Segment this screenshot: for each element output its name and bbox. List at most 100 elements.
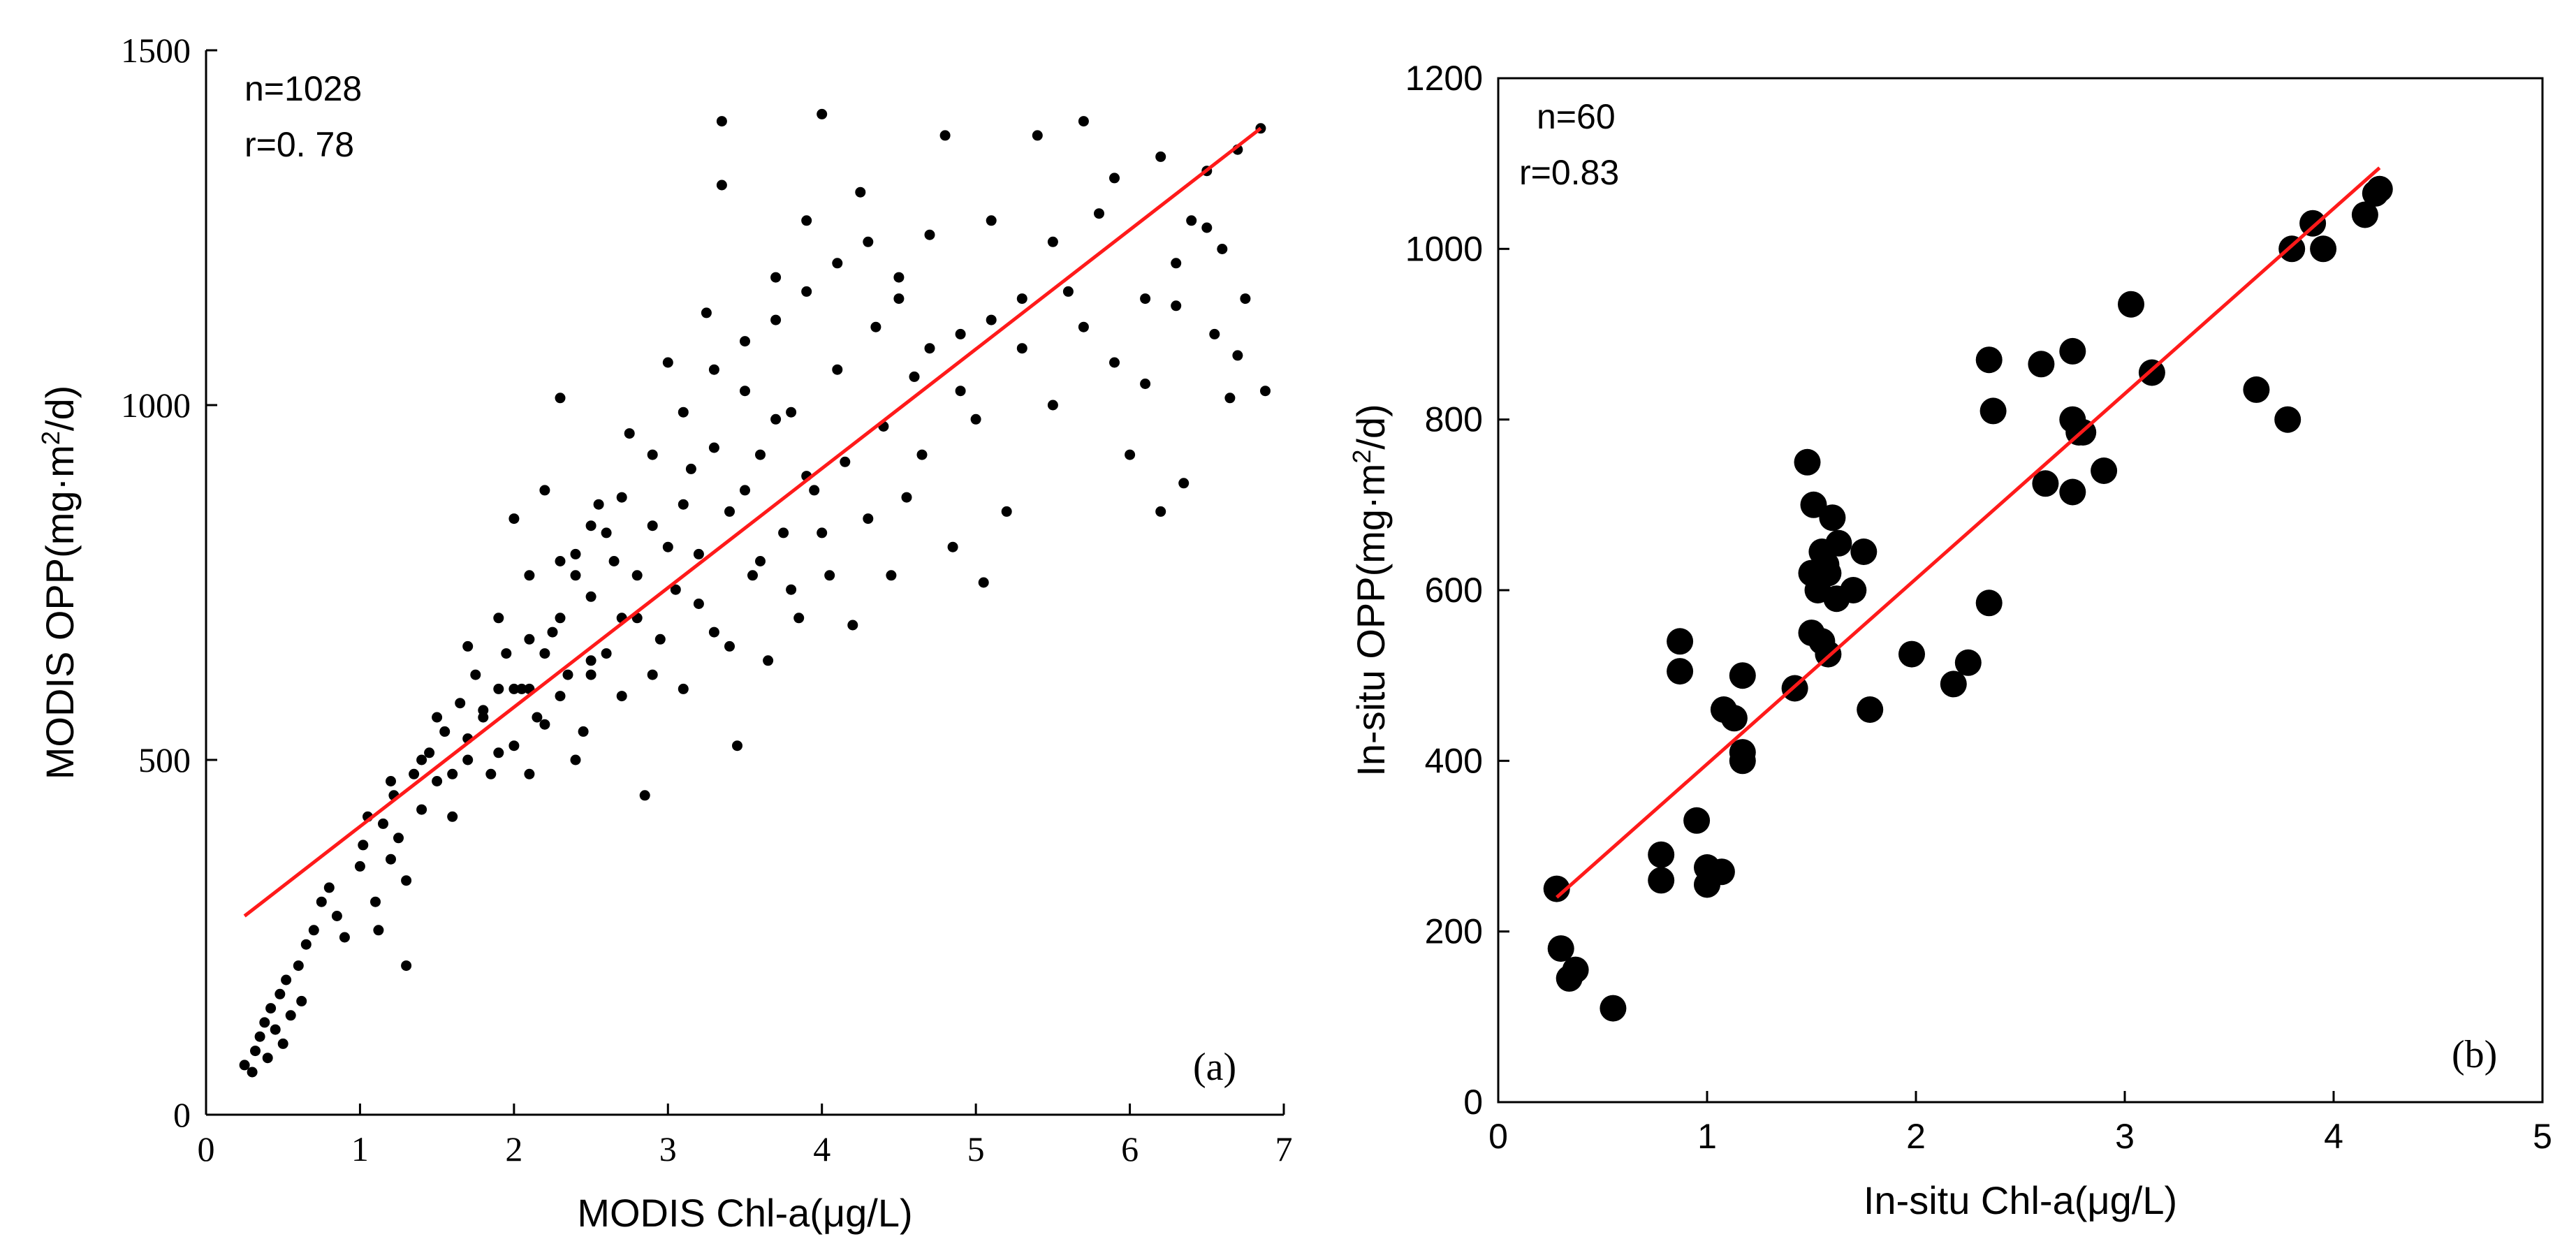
panel-a-point-52	[562, 669, 573, 680]
panel-a-point-145	[770, 413, 782, 425]
panel-a-point-151	[478, 705, 489, 716]
panel-a-point-62	[639, 790, 650, 801]
panel-a-point-148	[817, 527, 828, 538]
panel-a-point-104	[978, 577, 989, 588]
panel-b-y-tick-label: 400	[1425, 741, 1483, 780]
panel-b-point-42	[2032, 470, 2059, 497]
panel-a-point-177	[924, 343, 935, 354]
panel-a-point-114	[1125, 449, 1136, 460]
panel-a-point-56	[593, 499, 604, 510]
panel-a-point-102	[955, 328, 966, 339]
panel-a-point-36	[447, 811, 458, 822]
panel-b-y-tick-label: 200	[1425, 912, 1483, 951]
panel-b-point-37	[1954, 649, 1982, 676]
panel-b-x-tick-label: 3	[2115, 1117, 2135, 1156]
panel-a-point-103	[970, 413, 981, 425]
panel-a-point-113	[1109, 357, 1120, 368]
panel-a-point-161	[432, 712, 443, 723]
panel-a-point-169	[678, 406, 689, 418]
panel-a-regression-line	[243, 126, 1262, 918]
panel-a-point-187	[1232, 350, 1243, 361]
panel-a-point-97	[909, 371, 920, 382]
panel-a-point-10	[281, 974, 292, 985]
panel-a-x-tick-label: 1	[351, 1129, 369, 1168]
panel-b-point-48	[2091, 457, 2118, 484]
panel-a-point-88	[840, 456, 851, 467]
panel-a-point-171	[740, 336, 750, 347]
panel-a-point-154	[524, 768, 535, 779]
panel-a-point-122	[1209, 328, 1220, 339]
panel-a-point-138	[662, 541, 673, 552]
panel-a-point-157	[570, 754, 581, 765]
panel-a-point-79	[770, 272, 782, 283]
panel-a-point-98	[916, 449, 928, 460]
panel-a-point-26	[386, 853, 396, 865]
panel-a-point-35	[439, 726, 451, 737]
panel-a-point-134	[601, 527, 612, 538]
panel-a-point-107	[1016, 293, 1027, 305]
panel-b-x-tick-label: 2	[1906, 1117, 1926, 1156]
panel-a-point-166	[585, 520, 597, 532]
panel-a-x-tick-label: 0	[198, 1129, 215, 1168]
panel-a-point-13	[296, 995, 307, 1006]
panel-a-point-91	[863, 513, 874, 525]
panel-a-y-ticks: 0 500 1000 1500	[121, 31, 217, 1134]
panel-a-point-163	[493, 683, 504, 694]
panel-a-point-59	[616, 691, 627, 702]
panel-a-point-139	[678, 499, 689, 510]
panel-a-point-112	[1094, 208, 1104, 219]
panel-a-point-65	[662, 357, 673, 368]
panel-b-sample-size: n=60	[1537, 97, 1616, 136]
panel-a-point-141	[708, 442, 719, 453]
panel-b-point-59	[1802, 559, 1829, 587]
panel-a-point-146	[786, 584, 797, 595]
panel-a-point-15	[308, 925, 319, 936]
panel-a-x-tick-label: 4	[813, 1129, 830, 1168]
panel-a-x-tick-label: 3	[659, 1129, 677, 1168]
panel-a-point-72	[716, 116, 727, 127]
panel-b-point-22	[1800, 491, 1827, 518]
panel-a-point-63	[647, 520, 658, 532]
panel-b-point-14	[1720, 705, 1748, 732]
panel-a-point-162	[462, 640, 474, 652]
panel-a-point-1	[247, 1067, 258, 1078]
panel-b-point-53	[2278, 235, 2306, 263]
panel-a-point-174	[832, 258, 843, 269]
panel-a-point-32	[416, 804, 427, 815]
panel-b-y-tick-label: 1000	[1405, 229, 1483, 268]
panel-b-point-43	[2059, 337, 2086, 365]
panel-b-y-tick-label: 1200	[1405, 59, 1483, 98]
panel-a-point-132	[570, 570, 581, 581]
panel-a-point-181	[1047, 236, 1058, 247]
panel-a-point-4	[259, 1017, 270, 1028]
panel-a-point-89	[847, 620, 858, 631]
panel-a-point-159	[386, 776, 396, 786]
panel-a-point-130	[539, 648, 550, 659]
panel-b-point-36	[1940, 671, 1967, 698]
panel-b-y-axis-title-main: In-situ OPP(mg·m	[1349, 464, 1393, 777]
panel-b-point-49	[2118, 291, 2144, 318]
panel-a-point-110	[1062, 286, 1074, 297]
panel-a-point-111	[1078, 116, 1089, 127]
panel-b-y-tick-label: 0	[1463, 1083, 1483, 1122]
panel-a-point-34	[432, 776, 443, 786]
panel-a-point-165	[555, 556, 566, 566]
panel-a-point-101	[947, 541, 958, 552]
panel-a-point-126	[1240, 293, 1251, 305]
panel-a-point-143	[740, 485, 750, 496]
panel-b-point-39	[1975, 589, 2003, 617]
panel-b-point-6	[1648, 867, 1675, 894]
panel-a-point-6	[265, 1003, 277, 1014]
panel-a-point-164	[524, 633, 535, 645]
panel-b-point-55	[2310, 235, 2337, 263]
panel-b-point-5	[1648, 841, 1675, 868]
panel-b-point-38	[1975, 346, 2003, 374]
panel-a-point-17	[323, 882, 335, 893]
panel-b-plot-frame	[1497, 77, 2544, 1104]
panel-b-point-8	[1667, 658, 1694, 685]
panel-a-point-120	[1186, 215, 1197, 226]
panel-b-correlation: r=0.83	[1519, 153, 1619, 192]
panel-a-point-45	[508, 513, 520, 525]
panel-a-point-11	[285, 1010, 296, 1021]
panel-b-point-41	[2028, 351, 2055, 378]
